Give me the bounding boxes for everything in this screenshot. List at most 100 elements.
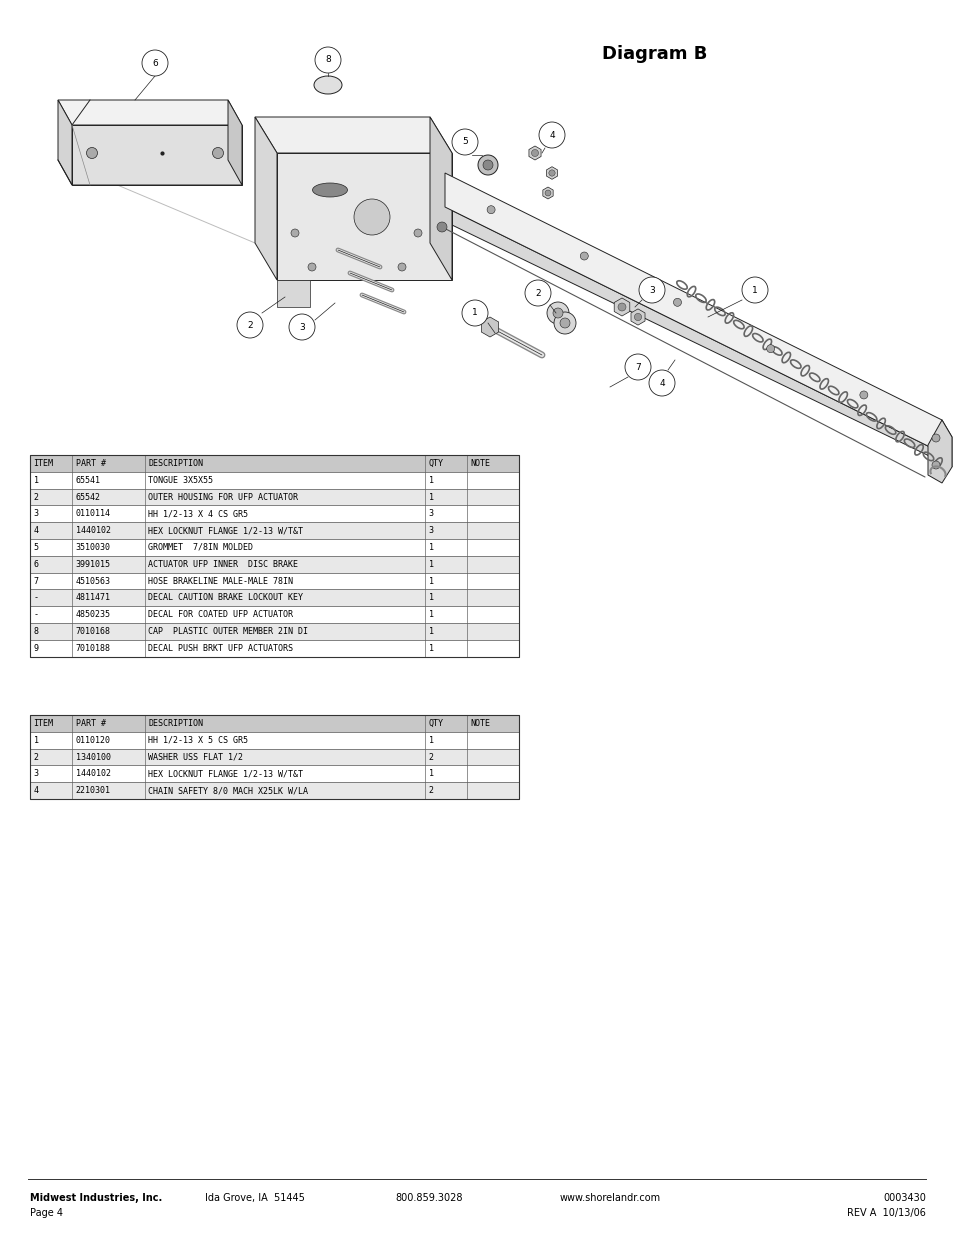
Circle shape [308,263,315,270]
Text: 8: 8 [325,56,331,64]
Text: 1: 1 [33,475,38,484]
Bar [30,489,518,505]
Text: 2210301: 2210301 [75,787,111,795]
Circle shape [544,190,551,196]
Text: CHAIN SAFETY 8/0 MACH X25LK W/LA: CHAIN SAFETY 8/0 MACH X25LK W/LA [149,787,308,795]
Polygon shape [276,153,452,280]
Polygon shape [444,173,941,453]
Text: OUTER HOUSING FOR UFP ACTUATOR: OUTER HOUSING FOR UFP ACTUATOR [149,493,298,501]
Text: 1: 1 [428,475,433,484]
Text: 65542: 65542 [75,493,100,501]
Bar [30,748,518,766]
Text: 1: 1 [751,285,757,294]
Polygon shape [254,117,276,280]
Bar [30,782,518,799]
Circle shape [859,391,867,399]
Polygon shape [630,309,644,325]
Bar [30,715,518,732]
Text: ACTUATOR UFP INNER  DISC BRAKE: ACTUATOR UFP INNER DISC BRAKE [149,559,298,568]
Circle shape [487,206,495,214]
Text: 7010188: 7010188 [75,643,111,653]
Text: 1: 1 [428,559,433,568]
Text: 4: 4 [549,131,555,140]
Bar [30,454,518,472]
Polygon shape [941,420,951,467]
Bar [30,622,518,640]
Text: PART #: PART # [75,719,106,727]
Text: 3510030: 3510030 [75,543,111,552]
Text: ITEM: ITEM [33,719,53,727]
Circle shape [291,228,298,237]
Circle shape [648,370,675,396]
Text: 3: 3 [428,509,433,519]
Text: DECAL FOR COATED UFP ACTUATOR: DECAL FOR COATED UFP ACTUATOR [149,610,294,619]
Circle shape [452,128,477,156]
Bar [30,556,518,573]
Text: 3: 3 [648,285,654,294]
Bar [30,505,518,522]
Text: 1: 1 [428,610,433,619]
Polygon shape [58,100,71,185]
Polygon shape [444,207,951,467]
Text: 1440102: 1440102 [75,769,111,778]
Text: 1: 1 [472,309,477,317]
Circle shape [548,170,555,177]
Polygon shape [546,167,557,179]
Bar [30,606,518,622]
Text: 3991015: 3991015 [75,559,111,568]
Text: HH 1/2-13 X 5 CS GR5: HH 1/2-13 X 5 CS GR5 [149,736,248,745]
Circle shape [461,300,488,326]
Text: 5: 5 [33,543,38,552]
Text: 0110114: 0110114 [75,509,111,519]
Text: 1: 1 [428,643,433,653]
Text: NOTE: NOTE [470,459,490,468]
Polygon shape [228,100,242,185]
Polygon shape [542,186,553,199]
Bar [30,589,518,606]
Polygon shape [58,100,242,125]
Circle shape [87,147,97,158]
Text: DECAL PUSH BRKT UFP ACTUATORS: DECAL PUSH BRKT UFP ACTUATORS [149,643,294,653]
Text: CAP  PLASTIC OUTER MEMBER 2IN DI: CAP PLASTIC OUTER MEMBER 2IN DI [149,627,308,636]
Circle shape [931,461,939,469]
Text: HH 1/2-13 X 4 CS GR5: HH 1/2-13 X 4 CS GR5 [149,509,248,519]
Text: 4510563: 4510563 [75,577,111,585]
Circle shape [639,277,664,303]
Circle shape [236,312,263,338]
Text: 65541: 65541 [75,475,100,484]
Text: 7: 7 [635,363,640,372]
Circle shape [766,345,774,353]
Circle shape [538,122,564,148]
Text: 3: 3 [33,509,38,519]
Text: WASHER USS FLAT 1/2: WASHER USS FLAT 1/2 [149,752,243,762]
Text: 2: 2 [33,752,38,762]
Text: 1: 1 [428,577,433,585]
Text: DECAL CAUTION BRAKE LOCKOUT KEY: DECAL CAUTION BRAKE LOCKOUT KEY [149,593,303,603]
Text: 1: 1 [428,543,433,552]
Circle shape [546,303,568,324]
Ellipse shape [314,77,341,94]
Circle shape [314,47,340,73]
Circle shape [531,149,537,157]
Text: 6: 6 [152,58,157,68]
Polygon shape [71,125,242,185]
Circle shape [559,317,569,329]
Polygon shape [430,117,452,280]
Text: 9: 9 [33,643,38,653]
Text: 0003430: 0003430 [882,1193,925,1203]
Polygon shape [254,117,452,153]
Text: 1: 1 [428,493,433,501]
Text: 2: 2 [535,289,540,298]
Text: ITEM: ITEM [33,459,53,468]
Text: TONGUE 3X5X55: TONGUE 3X5X55 [149,475,213,484]
Text: 6: 6 [33,559,38,568]
Text: 1: 1 [428,627,433,636]
Circle shape [618,303,625,311]
Text: Midwest Industries, Inc.: Midwest Industries, Inc. [30,1193,162,1203]
Circle shape [931,433,939,442]
Text: 4: 4 [33,787,38,795]
Text: QTY: QTY [428,459,443,468]
Circle shape [436,222,447,232]
Polygon shape [276,280,310,308]
Text: 4850235: 4850235 [75,610,111,619]
